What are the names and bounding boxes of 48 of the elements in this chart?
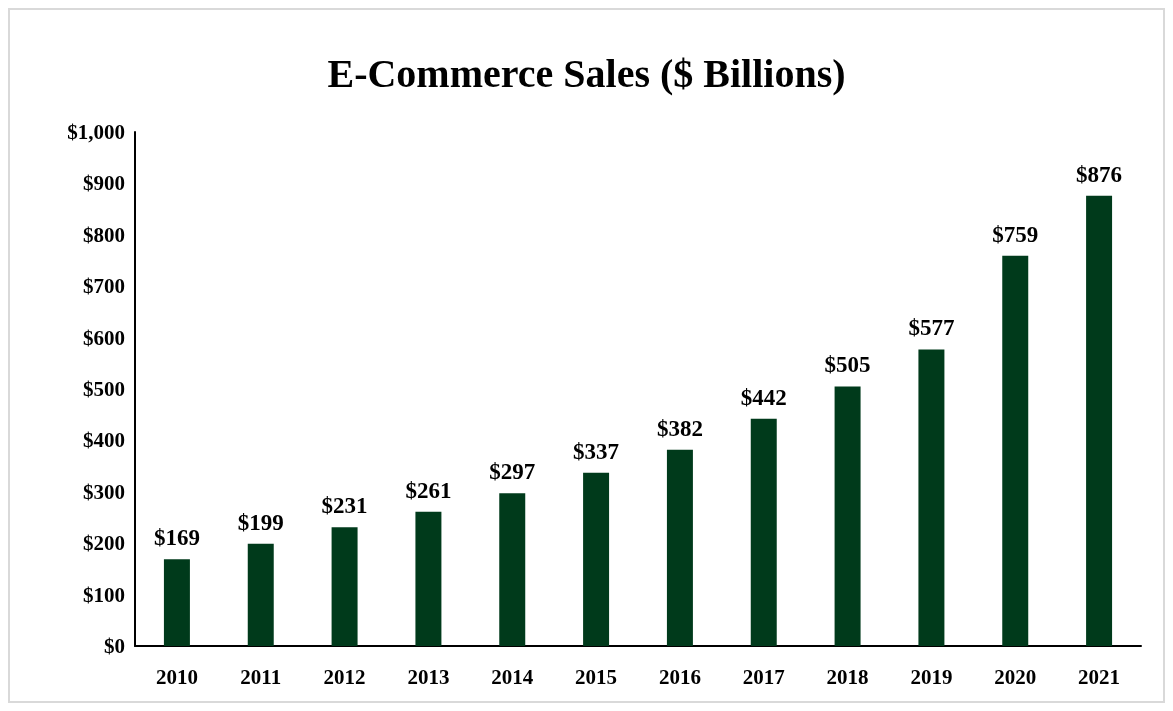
bar [666, 449, 693, 646]
y-tick-label: $1,000 [67, 120, 125, 144]
data-label: $199 [237, 509, 284, 535]
y-tick-label: $400 [83, 428, 125, 453]
y-tick-label: $600 [83, 325, 125, 350]
x-tick-label: 2011 [240, 664, 282, 689]
x-tick-label: 2014 [491, 664, 534, 689]
x-tick-label: 2013 [407, 664, 450, 689]
x-tick-label: 2010 [155, 664, 198, 689]
x-tick-label: 2019 [910, 664, 953, 689]
x-tick-label: 2016 [658, 664, 701, 689]
y-tick-label: $700 [83, 274, 125, 299]
data-label: $759 [992, 221, 1039, 247]
bar [583, 472, 610, 646]
y-tick-label: $100 [83, 582, 125, 607]
y-tick-label: $200 [83, 531, 125, 556]
bar [750, 418, 777, 646]
x-tick-label: 2020 [994, 664, 1037, 689]
x-tick-label: 2021 [1078, 664, 1121, 689]
y-tick-label: $900 [83, 171, 125, 196]
data-label: $876 [1076, 161, 1123, 187]
y-tick-label: $300 [83, 479, 125, 504]
y-tick-label: $800 [83, 222, 125, 247]
data-label: $577 [908, 315, 955, 341]
chart-title: E-Commerce Sales ($ Billions) [327, 50, 846, 96]
y-tick-label: $500 [83, 377, 125, 401]
data-label: $231 [321, 493, 368, 519]
x-tick-label: 2018 [826, 664, 869, 689]
x-tick-label: 2017 [742, 664, 785, 689]
data-label: $505 [824, 352, 871, 378]
data-label: $261 [405, 477, 452, 503]
data-label: $297 [489, 459, 536, 485]
data-label: $442 [740, 384, 787, 410]
bar [247, 543, 274, 646]
bar [499, 493, 526, 646]
bar [331, 527, 358, 646]
data-label: $337 [573, 438, 620, 464]
bar [415, 511, 442, 646]
bar [834, 386, 861, 646]
bar [1002, 255, 1029, 646]
x-tick-label: 2012 [323, 664, 366, 689]
data-label: $169 [153, 525, 200, 551]
x-tick-label: 2015 [575, 664, 618, 689]
bar [918, 349, 945, 646]
y-tick-label: $0 [104, 634, 125, 658]
bar [1086, 195, 1113, 646]
data-label: $382 [656, 415, 703, 441]
bar [163, 559, 190, 646]
